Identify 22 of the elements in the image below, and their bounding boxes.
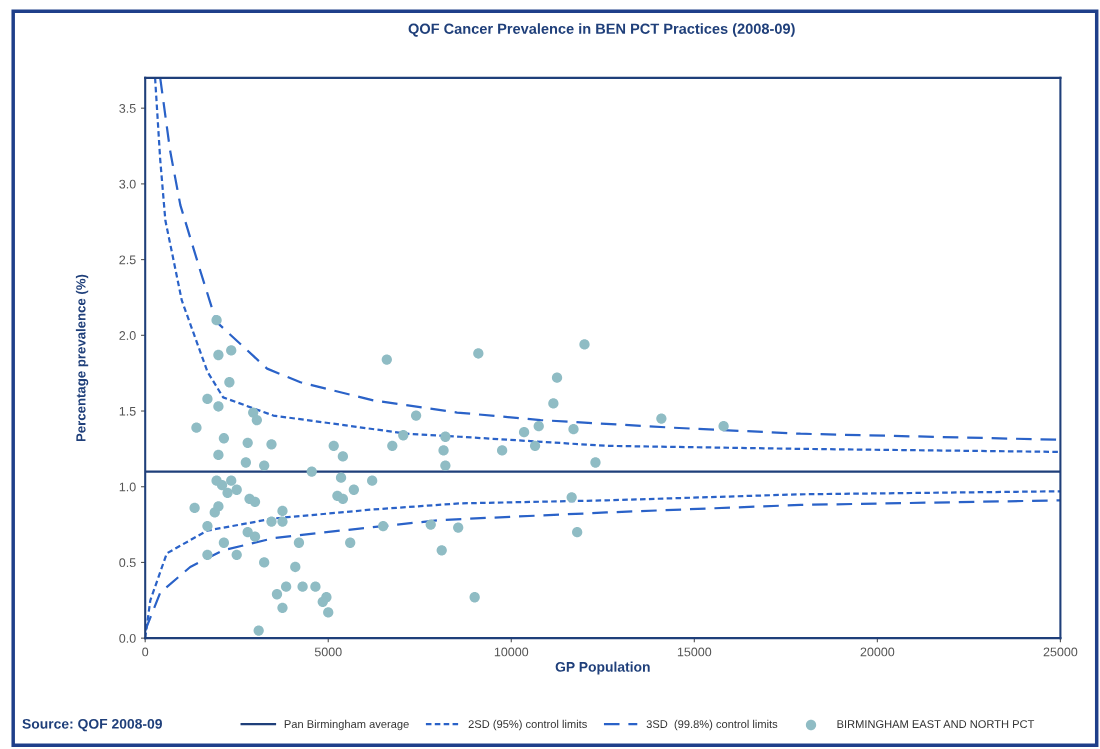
chart-title: QOF Cancer Prevalence in BEN PCT Practices (2008-09) (408, 23, 795, 37)
x-tick-label: 0 (142, 647, 149, 657)
x-tick-label: 20000 (860, 647, 895, 657)
y-tick-label: 2.0 (119, 331, 136, 340)
y-tick-label: 3.5 (119, 103, 136, 113)
x-tick-label: 5000 (314, 647, 342, 657)
legend-label: 3SD (99.8%) control limits (646, 719, 778, 731)
legend-label: 2SD (95%) control limits (468, 719, 587, 731)
legend-label: BIRMINGHAM EAST AND NORTH PCT (837, 720, 1035, 729)
x-axis-title: GP Population (555, 661, 650, 675)
source-note: Source: QOF 2008-09 (22, 718, 162, 732)
y-tick-label: 0.0 (119, 633, 136, 643)
x-tick-label: 15000 (677, 647, 712, 657)
y-tick-label: 1.0 (119, 482, 136, 492)
y-tick-label: 1.5 (119, 406, 136, 416)
x-tick-label: 25000 (1043, 647, 1078, 657)
legend-label: Pan Birmingham average (284, 719, 409, 731)
y-axis-title: Percentage prevalence (%) (75, 274, 89, 442)
y-tick-label: 3.0 (119, 179, 136, 189)
x-tick-label: 10000 (494, 647, 529, 657)
y-tick-label: 0.5 (119, 558, 136, 568)
y-tick-label: 2.5 (119, 255, 136, 265)
